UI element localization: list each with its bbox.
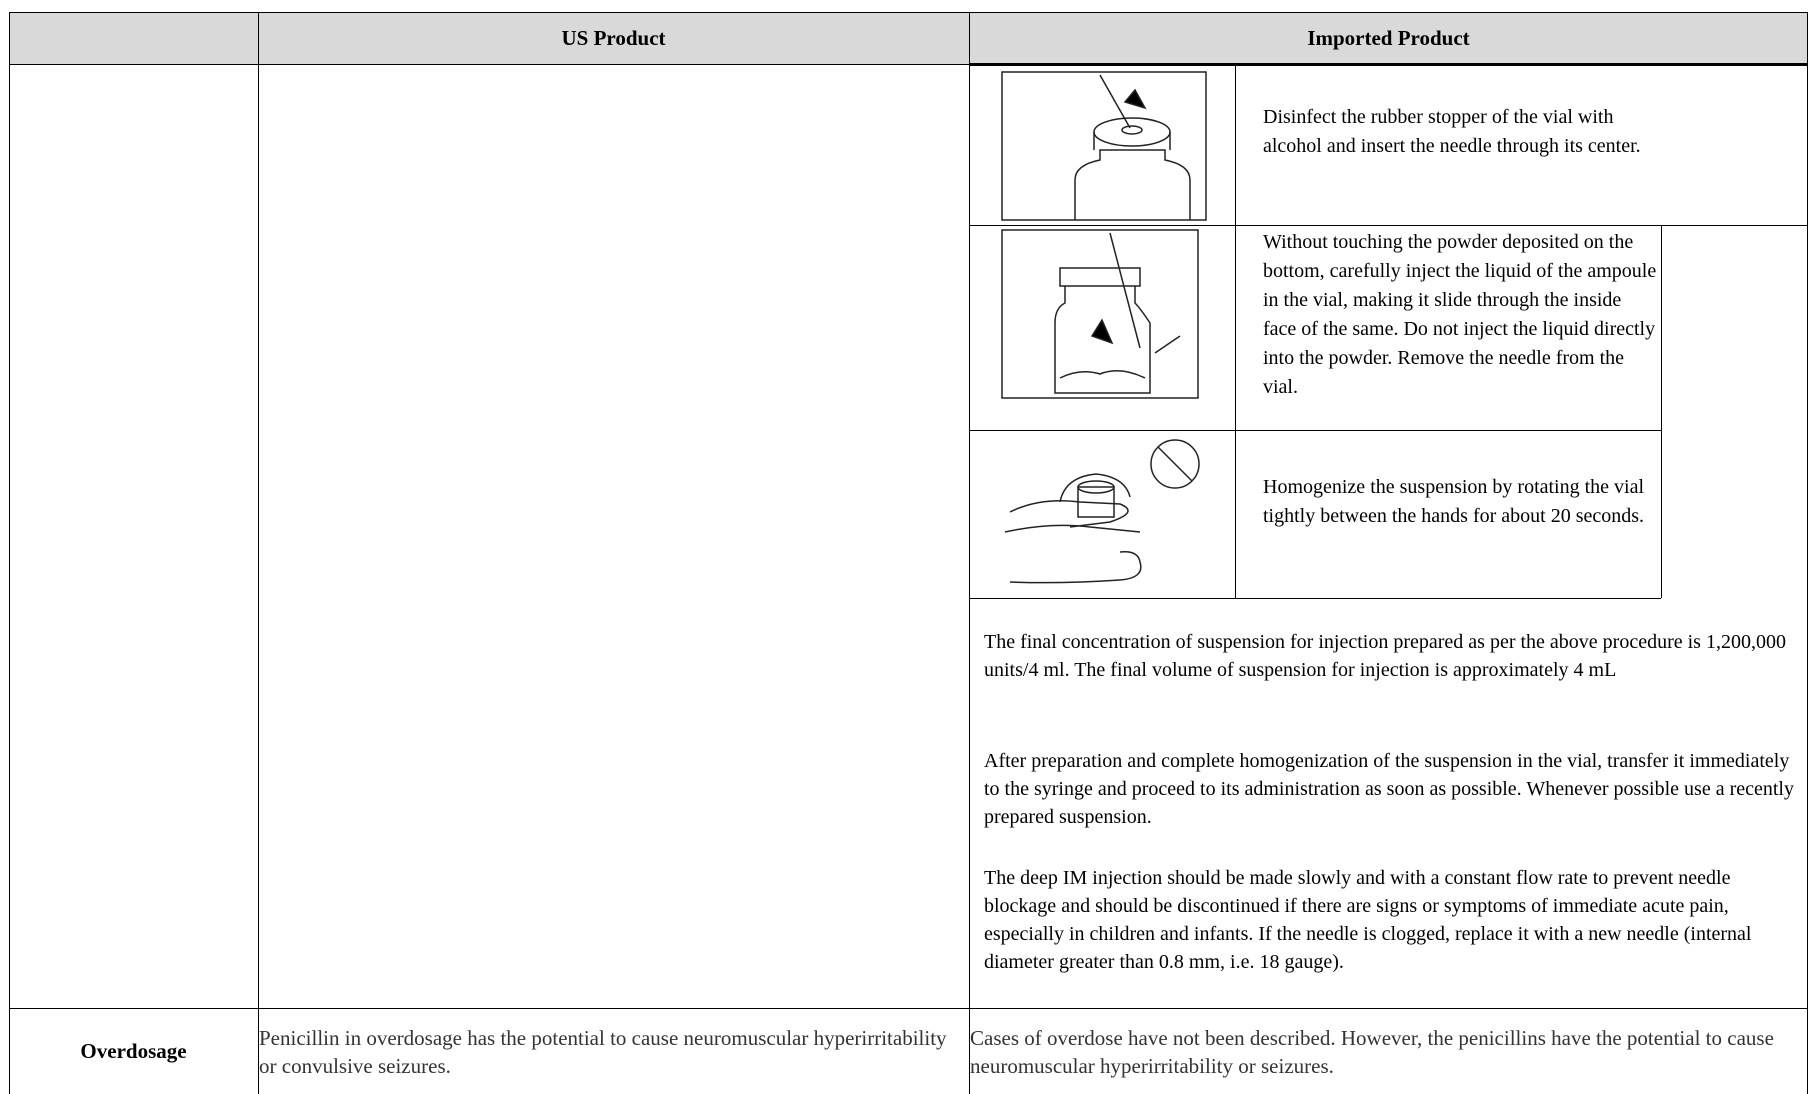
step-illustration xyxy=(1004,439,1200,584)
imported-product-text: Cases of overdose have not been describe… xyxy=(970,1026,1774,1078)
step-illustration xyxy=(1001,229,1199,399)
paragraph: The final concentration of suspension fo… xyxy=(984,631,1786,681)
step-illustration xyxy=(1001,71,1207,221)
row-divider xyxy=(9,1008,1808,1009)
header-bg xyxy=(9,12,1808,65)
col-divider xyxy=(969,12,970,1094)
step-text: Without touching the powder deposited on… xyxy=(1263,231,1657,398)
paragraph: After preparation and complete homogeniz… xyxy=(984,750,1794,828)
table-left xyxy=(9,12,10,1094)
col-divider xyxy=(258,12,259,1094)
step-line xyxy=(969,598,1661,599)
header-bottom-thick xyxy=(969,63,1808,66)
step-text: Disinfect the rubber stopper of the vial… xyxy=(1263,106,1641,157)
step-right xyxy=(1661,225,1662,598)
step-text: Homogenize the suspension by rotating th… xyxy=(1263,476,1645,527)
table-right xyxy=(1807,12,1808,1094)
step-line xyxy=(969,430,1661,431)
header-imported-product: Imported Product xyxy=(1307,26,1470,50)
row-label: Overdosage xyxy=(80,1039,187,1063)
us-product-text: Penicillin in overdosage has the potenti… xyxy=(259,1026,947,1078)
header-bottom xyxy=(9,64,969,65)
paragraph: The deep IM injection should be made slo… xyxy=(984,867,1752,973)
header-us-product: US Product xyxy=(561,26,666,50)
step-divider xyxy=(1235,65,1236,598)
step-line xyxy=(969,225,1808,226)
table-top xyxy=(9,12,1808,13)
